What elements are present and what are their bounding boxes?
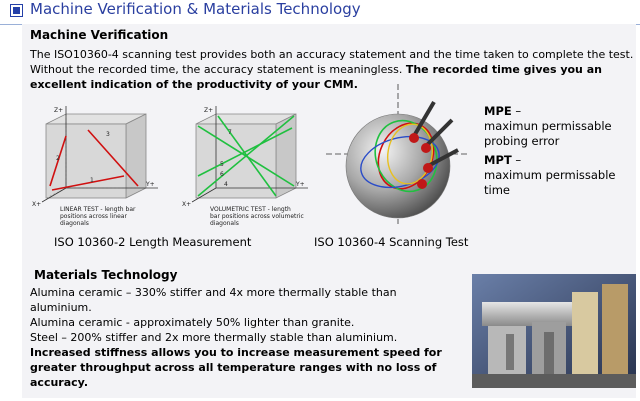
linear-label-2: 2	[56, 155, 60, 162]
verification-paragraph: The ISO10360-4 scanning test provides bo…	[30, 47, 636, 92]
volumetric-label-7: 7	[228, 129, 232, 136]
volumetric-test-diagram: Z+ Y+ X+ 4 5 6 7 VOLUMETRIC TEST - lengt…	[182, 106, 308, 227]
scanning-caption: ISO 10360-4 Scanning Test	[314, 235, 469, 249]
volumetric-axis-y: Y+	[295, 181, 305, 188]
scanning-test-diagram	[326, 84, 468, 224]
volumetric-note-3: diagonals	[210, 220, 239, 227]
mpt-term: MPT	[484, 153, 512, 167]
definitions-block: MPE – maximun permissable probing error …	[484, 104, 624, 198]
linear-axis-x: X+	[32, 201, 41, 208]
volumetric-label-5: 5	[220, 161, 224, 168]
materials-paragraph: Alumina ceramic – 330% stiffer and 4x mo…	[30, 285, 460, 390]
linear-axis-y: Y+	[145, 181, 155, 188]
mpt-definition: maximum permissable time	[484, 168, 616, 197]
mpe-term: MPE	[484, 104, 512, 118]
volumetric-note-2: bar positions across volumetric	[210, 213, 304, 220]
volumetric-axis-z: Z+	[204, 107, 213, 114]
content-panel: Machine Verification The ISO10360-4 scan…	[22, 24, 636, 398]
page-title: Machine Verification & Materials Technol…	[30, 0, 361, 18]
linear-label-3: 3	[106, 131, 110, 138]
linear-note-3: diagonals	[60, 220, 89, 227]
verification-bold-text: The recorded time gives you an excellent…	[30, 63, 602, 91]
materials-line-3: Steel – 200% stiffer and 2x more thermal…	[30, 331, 398, 344]
volumetric-label-4: 4	[224, 181, 228, 188]
linear-note-2: positions across linear	[60, 213, 127, 220]
materials-bold-text: Increased stiffness allows you to increa…	[30, 346, 442, 389]
linear-note-1: LINEAR TEST - length bar	[60, 206, 136, 213]
bullet-square-icon	[10, 4, 23, 17]
linear-test-diagram: Z+ Y+ X+ 1 2 3 LINEAR TEST - length bar …	[32, 106, 158, 227]
linear-label-1: 1	[90, 177, 94, 184]
verification-text: The ISO10360-4 scanning test provides bo…	[30, 48, 634, 76]
mpe-definition: maximun permissable probing error	[484, 119, 612, 148]
volumetric-axis-x: X+	[182, 201, 191, 208]
linear-caption: ISO 10360-2 Length Measurement	[54, 235, 252, 249]
page-header: Machine Verification & Materials Technol…	[0, 0, 640, 25]
linear-axis-z: Z+	[54, 107, 63, 114]
materials-heading: Materials Technology	[34, 268, 178, 282]
volumetric-label-6: 6	[220, 171, 224, 178]
materials-line-1: Alumina ceramic – 330% stiffer and 4x mo…	[30, 286, 397, 314]
volumetric-note-1: VOLUMETRIC TEST - length	[210, 206, 291, 213]
materials-line-2: Alumina ceramic - approximately 50% ligh…	[30, 316, 355, 329]
cmm-machine-photo	[472, 274, 636, 388]
verification-heading: Machine Verification	[30, 28, 169, 42]
